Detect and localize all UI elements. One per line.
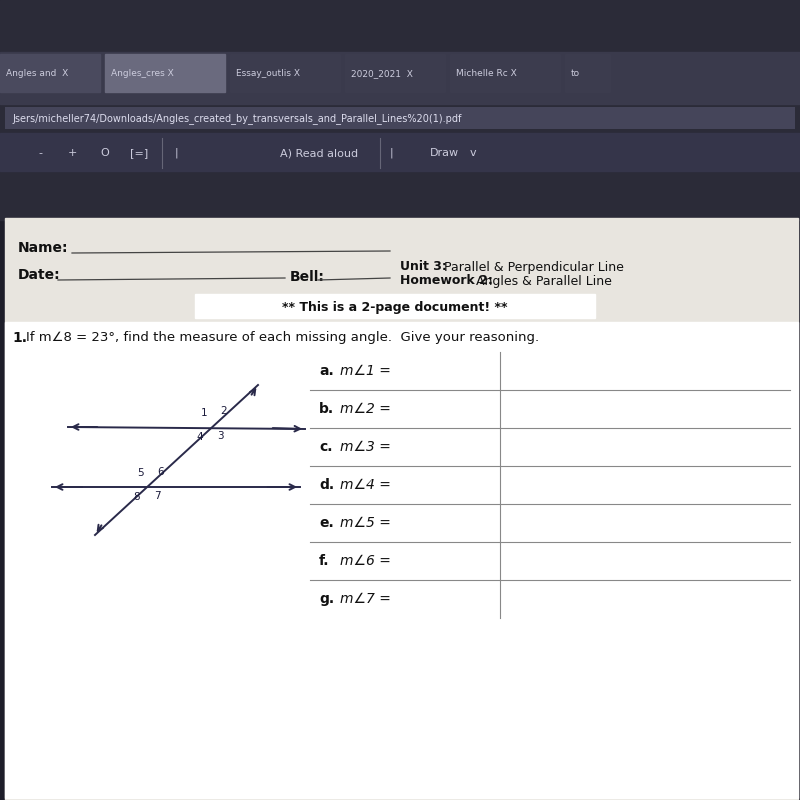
Text: m∠7 =: m∠7 = <box>340 592 391 606</box>
Text: A) Read aloud: A) Read aloud <box>280 148 358 158</box>
Text: m∠5 =: m∠5 = <box>340 516 391 530</box>
Text: Michelle Rc X: Michelle Rc X <box>456 70 517 78</box>
Text: c.: c. <box>319 440 333 454</box>
Text: +: + <box>68 148 78 158</box>
Text: |: | <box>175 148 178 158</box>
Text: m∠1 =: m∠1 = <box>340 364 391 378</box>
Text: m∠2 =: m∠2 = <box>340 402 391 416</box>
Text: If m∠8 = 23°, find the measure of each missing angle.  Give your reasoning.: If m∠8 = 23°, find the measure of each m… <box>26 331 539 345</box>
Text: Bell:: Bell: <box>290 270 325 284</box>
Text: 2020_2021  X: 2020_2021 X <box>351 70 413 78</box>
Text: |: | <box>390 148 394 158</box>
Text: to: to <box>571 70 580 78</box>
Bar <box>0 52 800 104</box>
Text: 6: 6 <box>157 467 164 477</box>
Text: 1.: 1. <box>12 331 27 345</box>
Text: [=]: [=] <box>130 148 148 158</box>
Bar <box>5 218 798 800</box>
Text: 2: 2 <box>220 406 226 416</box>
Text: d.: d. <box>319 478 334 492</box>
Bar <box>5 107 795 129</box>
Text: a.: a. <box>319 364 334 378</box>
Text: O: O <box>100 148 109 158</box>
Bar <box>450 54 560 92</box>
Bar <box>5 322 798 798</box>
Text: m∠6 =: m∠6 = <box>340 554 391 568</box>
Text: 8: 8 <box>134 492 140 502</box>
Text: Date:: Date: <box>18 268 61 282</box>
Bar <box>0 0 800 220</box>
Bar <box>565 54 610 92</box>
Text: Homework 2:: Homework 2: <box>400 274 493 287</box>
Text: 3: 3 <box>217 431 224 441</box>
Text: Name:: Name: <box>18 241 69 255</box>
Text: m∠3 =: m∠3 = <box>340 440 391 454</box>
Bar <box>345 54 445 92</box>
Text: g.: g. <box>319 592 334 606</box>
Bar <box>195 294 595 318</box>
Bar <box>0 54 100 92</box>
Bar <box>105 54 225 92</box>
Text: v: v <box>470 148 477 158</box>
Text: Angles & Parallel Line: Angles & Parallel Line <box>476 274 612 287</box>
Bar <box>0 133 800 171</box>
Text: f.: f. <box>319 554 330 568</box>
Text: e.: e. <box>319 516 334 530</box>
Text: Angles and  X: Angles and X <box>6 70 68 78</box>
Bar <box>230 54 340 92</box>
Text: Draw: Draw <box>430 148 459 158</box>
Text: 7: 7 <box>154 491 161 501</box>
Text: 5: 5 <box>138 468 144 478</box>
Text: b.: b. <box>319 402 334 416</box>
Text: Angles_cres X: Angles_cres X <box>111 70 174 78</box>
Text: m∠4 =: m∠4 = <box>340 478 391 492</box>
Bar <box>310 352 790 618</box>
Text: 4: 4 <box>196 432 203 442</box>
Text: Essay_outlis X: Essay_outlis X <box>236 70 300 78</box>
Text: Parallel & Perpendicular Line: Parallel & Perpendicular Line <box>444 261 624 274</box>
Text: ** This is a 2-page document! **: ** This is a 2-page document! ** <box>282 301 508 314</box>
Text: 1: 1 <box>200 408 207 418</box>
Text: Unit 3:: Unit 3: <box>400 261 447 274</box>
Text: Jsers/micheller74/Downloads/Angles_created_by_transversals_and_Parallel_Lines%20: Jsers/micheller74/Downloads/Angles_creat… <box>12 114 462 125</box>
Text: -: - <box>38 148 42 158</box>
